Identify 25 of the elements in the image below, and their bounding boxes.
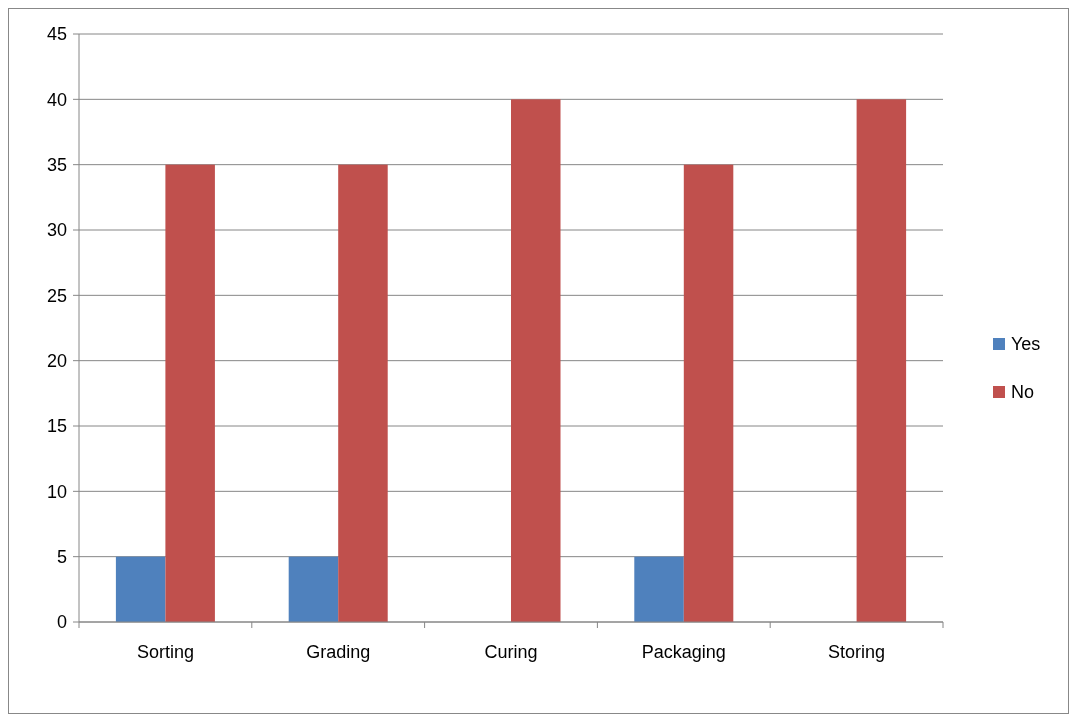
y-tick-label: 40 [46,89,67,110]
bar [511,99,561,622]
x-tick-label: Grading [306,642,371,662]
y-tick-label: 20 [46,350,67,371]
x-tick-label: Curing [484,642,538,662]
y-tick-label: 35 [46,154,67,175]
y-tick-label: 25 [46,285,67,306]
x-tick-label: Storing [828,642,886,662]
bar [683,164,734,622]
x-tick-label: Packaging [641,642,726,662]
y-tick-label: 45 [46,24,67,45]
x-tick-label: Sorting [136,642,194,662]
bar [634,556,684,622]
bar [856,99,907,622]
bar [165,164,215,622]
y-tick-label: 15 [46,416,67,437]
bar [338,164,388,622]
y-tick-label: 5 [56,546,67,567]
legend-label: No [1011,382,1035,403]
legend-label: Yes [1011,334,1041,355]
y-tick-label: 0 [56,612,67,633]
y-tick-label: 30 [46,220,67,241]
bar [288,556,339,622]
bar [115,556,166,622]
y-tick-label: 10 [46,481,67,502]
